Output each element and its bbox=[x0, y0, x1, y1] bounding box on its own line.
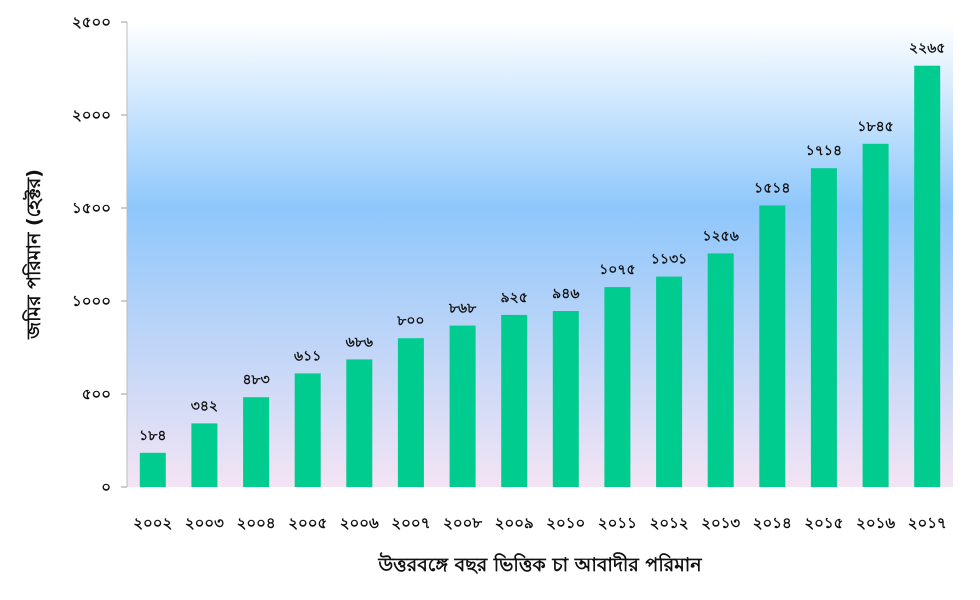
bar-12 bbox=[759, 205, 786, 487]
y-axis-title: জমির পরিমান (হেক্টর) bbox=[22, 169, 45, 340]
x-axis-title: উত্তরবঙ্গে বছর ভিত্তিক চা আবাদীর পরিমান bbox=[377, 552, 702, 576]
data-label-14: ১৮৪৫ bbox=[857, 119, 893, 135]
y-axis-ticks: ০ ৫০০ ১০০০ ১৫০০ ২০০০ ২৫০০ bbox=[72, 13, 127, 496]
bars-group bbox=[139, 65, 941, 488]
data-label-4: ৬৮৬ bbox=[346, 334, 373, 350]
x-tick-label-3: ২০০৫ bbox=[288, 514, 327, 532]
data-label-12: ১৫১৪ bbox=[754, 180, 790, 196]
x-tick-label-6: ২০০৮ bbox=[443, 514, 482, 532]
bar-7 bbox=[501, 314, 528, 487]
bar-9 bbox=[604, 287, 631, 487]
y-tick-label-4: ২০০০ bbox=[72, 106, 111, 124]
data-labels-group: ১৮৪ ৩৪২ ৪৮৩ ৬১১ ৬৮৬ ৮০০ ৮৬৮ ৯২৫ ৯৪৬ ১০৭৫ ১১৩১ ১২৫৬ ১… bbox=[139, 41, 945, 444]
data-label-3: ৬১১ bbox=[294, 348, 321, 364]
x-tick-label-11: ২০১৩ bbox=[701, 514, 740, 532]
x-tick-label-14: ২০১৬ bbox=[856, 514, 895, 532]
bar-0 bbox=[139, 452, 166, 487]
x-tick-label-0: ২০০২ bbox=[133, 514, 172, 532]
x-tick-label-2: ২০০৪ bbox=[237, 514, 276, 532]
data-label-5: ৮০০ bbox=[396, 313, 424, 329]
x-tick-label-7: ২০০৯ bbox=[495, 514, 534, 532]
data-label-11: ১২৫৬ bbox=[703, 228, 739, 244]
bar-5 bbox=[397, 338, 424, 487]
x-tick-label-1: ২০০৩ bbox=[185, 514, 224, 532]
data-label-8: ৯৪৬ bbox=[552, 286, 579, 302]
x-tick-label-4: ২০০৬ bbox=[340, 514, 379, 532]
y-tick-label-5: ২৫০০ bbox=[72, 13, 111, 31]
x-axis-ticks: ২০০২ ২০০৩ ২০০৪ ২০০৫ ২০০৬ ২০০৭ ২০০৮ ২০০৯ ২০১০ ২০১১… bbox=[133, 514, 946, 532]
x-tick-label-10: ২০১২ bbox=[650, 514, 689, 532]
x-tick-label-13: ২০১৫ bbox=[804, 514, 843, 532]
data-label-6: ৮৬৮ bbox=[448, 301, 477, 317]
x-tick-label-8: ২০১০ bbox=[546, 514, 585, 532]
x-tick-label-15: ২০১৭ bbox=[908, 514, 947, 532]
data-label-15: ২২৬৫ bbox=[909, 41, 945, 57]
bar-1 bbox=[191, 423, 218, 487]
data-label-0: ১৮৪ bbox=[139, 428, 166, 444]
bar-4 bbox=[346, 359, 373, 487]
bar-6 bbox=[449, 325, 476, 487]
bar-11 bbox=[707, 253, 734, 487]
data-label-2: ৪৮৩ bbox=[242, 372, 269, 388]
x-tick-label-5: ২০০৭ bbox=[391, 514, 430, 532]
data-label-10: ১১৩১ bbox=[651, 252, 687, 268]
data-label-7: ৯২৫ bbox=[501, 290, 528, 306]
y-tick-label-1: ৫০০ bbox=[82, 385, 111, 403]
bar-10 bbox=[656, 276, 683, 487]
x-tick-label-9: ২০১১ bbox=[598, 514, 637, 532]
bar-13 bbox=[810, 168, 837, 487]
data-label-13: ১৭১৪ bbox=[806, 143, 842, 159]
bar-14 bbox=[862, 143, 889, 488]
y-tick-label-2: ১০০০ bbox=[72, 292, 111, 310]
bar-2 bbox=[243, 397, 270, 487]
bar-15 bbox=[914, 65, 941, 487]
bar-8 bbox=[552, 311, 579, 487]
data-label-9: ১০৭৫ bbox=[599, 262, 635, 278]
y-tick-label-3: ১৫০০ bbox=[72, 199, 111, 217]
bar-3 bbox=[294, 373, 321, 487]
data-label-1: ৩৪২ bbox=[191, 398, 218, 414]
x-tick-label-12: ২০১৪ bbox=[753, 514, 792, 532]
y-tick-label-0: ০ bbox=[101, 478, 111, 496]
